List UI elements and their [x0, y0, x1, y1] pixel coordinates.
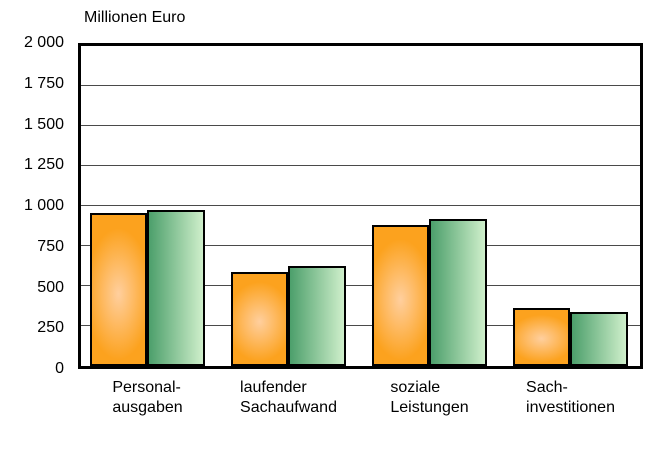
gridline — [81, 325, 640, 326]
bar-series-green — [570, 312, 628, 366]
y-axis-tick-label: 750 — [37, 238, 64, 255]
bar-series-orange — [231, 272, 288, 366]
gridline — [81, 165, 640, 166]
y-axis-tick-label: 1 250 — [23, 156, 64, 173]
bar-group — [90, 46, 205, 366]
x-axis-category-label: Sach-investitionen — [526, 378, 615, 418]
bar-series-green — [147, 210, 205, 366]
y-axis: 2 000 1 750 1 500 1 250 1 000 750 500 250 0 — [0, 0, 64, 463]
gridline — [81, 285, 640, 286]
y-axis-tick-label: 1 500 — [23, 116, 64, 133]
x-axis-category-label: Personal-ausgaben — [112, 378, 182, 418]
x-axis-category-line: Sachaufwand — [240, 399, 337, 416]
x-axis-category-line: investitionen — [526, 399, 615, 416]
y-axis-tick-label: 250 — [37, 319, 64, 336]
gridline — [81, 245, 640, 246]
x-axis-category-line: Leistungen — [390, 399, 469, 416]
bar-series-green — [288, 266, 346, 366]
bar-group — [513, 46, 628, 366]
x-axis-category-line: Personal- — [112, 379, 181, 396]
x-axis-category-line: ausgaben — [112, 399, 183, 416]
plot-area — [78, 43, 643, 369]
bar-group — [372, 46, 487, 366]
x-axis-category-line: laufender — [240, 379, 307, 396]
x-axis-category-line: soziale — [390, 379, 441, 396]
bar-series-orange — [513, 308, 570, 366]
bar-series-orange — [372, 225, 429, 366]
bar-series-green — [429, 219, 487, 366]
chart-title: Millionen Euro — [84, 9, 186, 26]
y-axis-tick-label: 2 000 — [23, 34, 64, 51]
gridline — [81, 85, 640, 86]
y-axis-tick-label: 1 750 — [23, 75, 64, 92]
gridline — [81, 205, 640, 206]
x-axis-category-label: soziale Leistungen — [390, 378, 468, 418]
y-axis-tick-label: 1 000 — [23, 197, 64, 214]
y-axis-tick-label: 500 — [37, 279, 64, 296]
y-axis-tick-label: 0 — [55, 360, 64, 377]
x-axis-category-line: Sach- — [526, 379, 568, 396]
x-axis-category-label: laufender Sachaufwand — [240, 378, 337, 418]
bar-group — [231, 46, 346, 366]
bar-series-orange — [90, 213, 147, 366]
gridline — [81, 125, 640, 126]
